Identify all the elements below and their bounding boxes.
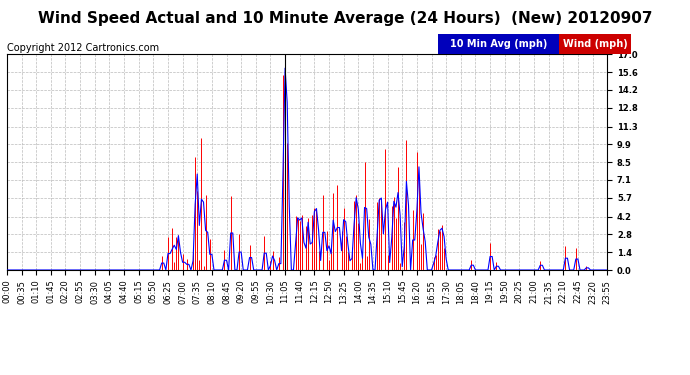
Text: 10 Min Avg (mph): 10 Min Avg (mph): [450, 39, 547, 49]
Text: Wind Speed Actual and 10 Minute Average (24 Hours)  (New) 20120907: Wind Speed Actual and 10 Minute Average …: [38, 11, 652, 26]
Text: Wind (mph): Wind (mph): [563, 39, 627, 49]
Text: Copyright 2012 Cartronics.com: Copyright 2012 Cartronics.com: [7, 43, 159, 53]
